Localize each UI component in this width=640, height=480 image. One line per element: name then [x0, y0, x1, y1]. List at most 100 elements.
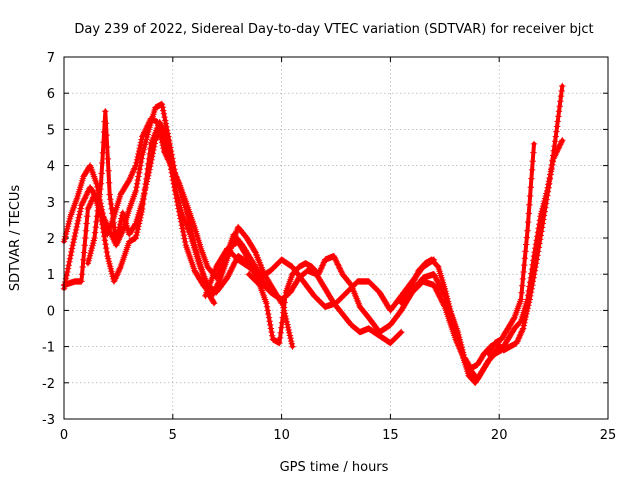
data-point: [508, 345, 512, 349]
data-point: [443, 294, 447, 298]
data-point: [269, 290, 273, 294]
y-tick-label: 7: [47, 51, 55, 66]
data-point: [358, 330, 362, 334]
data-point: [247, 265, 251, 269]
data-point: [288, 290, 292, 294]
data-point: [475, 363, 480, 367]
data-point: [118, 192, 123, 197]
data-point: [399, 301, 403, 305]
data-point: [225, 276, 229, 280]
data-point: [149, 116, 153, 121]
data-point: [134, 236, 138, 240]
data-point: [290, 265, 295, 269]
data-point: [214, 290, 218, 294]
chart-title: Day 239 of 2022, Sidereal Day-to-day VTE…: [74, 22, 593, 37]
x-axis-label: GPS time / hours: [280, 460, 389, 475]
data-point: [499, 348, 503, 352]
data-point: [68, 214, 73, 218]
y-axis-label: SDTVAR / TECUs: [8, 185, 23, 292]
data-point: [377, 330, 382, 334]
x-tick-label: 0: [60, 428, 68, 443]
data-point: [99, 214, 103, 218]
data-point: [367, 279, 371, 284]
data-point: [506, 337, 510, 341]
y-tick-label: 6: [47, 87, 55, 102]
data-point: [399, 308, 403, 312]
y-tick-label: 1: [47, 268, 55, 283]
data-point: [303, 261, 308, 265]
series-6: [224, 245, 438, 314]
data-point: [112, 279, 116, 284]
data-point: [271, 287, 275, 291]
data-point: [280, 258, 284, 262]
data-point: [127, 207, 131, 211]
data-point: [417, 268, 421, 273]
data-point: [554, 135, 558, 139]
data-point: [127, 232, 131, 236]
data-point: [173, 185, 177, 189]
data-point: [210, 294, 214, 298]
axis-ticks: 0 5 10 15 20 25 -3 -2 -1 0 1 2 3 4 5 6 7: [42, 51, 616, 443]
data-point: [367, 316, 371, 320]
series-9: [409, 137, 566, 386]
data-point: [334, 301, 338, 305]
data-point: [258, 283, 262, 287]
data-point: [560, 138, 564, 142]
y-tick-label: -1: [42, 341, 55, 356]
data-point: [552, 156, 556, 160]
y-tick-label: 2: [47, 232, 55, 247]
series-4: [84, 108, 296, 350]
data-point: [388, 341, 392, 345]
data-point: [493, 352, 497, 356]
data-point: [506, 326, 510, 331]
data-point: [236, 225, 240, 229]
data-point: [356, 279, 360, 284]
data-point: [184, 243, 188, 247]
data-point: [199, 247, 203, 251]
data-point: [121, 211, 125, 215]
data-point: [153, 106, 157, 110]
data-point: [92, 236, 97, 240]
data-point: [192, 268, 197, 273]
data-point: [247, 258, 251, 262]
data-point: [192, 225, 197, 229]
data-point: [225, 247, 229, 251]
data-point: [432, 272, 436, 276]
data-point: [538, 214, 543, 218]
data-point: [127, 240, 131, 244]
data-point: [512, 326, 517, 331]
data-point: [512, 316, 517, 320]
data-point: [515, 341, 519, 345]
data-point: [521, 326, 525, 331]
y-tick-label: 5: [47, 123, 55, 138]
data-point: [271, 337, 275, 341]
data-point: [81, 174, 86, 179]
data-point: [454, 326, 458, 331]
x-tick-label: 25: [600, 428, 617, 443]
data-point: [134, 221, 138, 226]
data-point: [290, 272, 295, 276]
data-point: [301, 279, 305, 284]
data-point: [388, 308, 392, 312]
data-point: [147, 171, 151, 175]
data-point: [206, 265, 210, 269]
data-point: [323, 305, 327, 309]
data-point: [86, 207, 90, 211]
x-tick-label: 20: [491, 428, 508, 443]
data-point: [377, 334, 382, 338]
data-point: [519, 319, 523, 323]
data-point: [480, 370, 484, 374]
data-point: [340, 272, 345, 276]
data-point: [493, 341, 497, 345]
data-point: [499, 337, 503, 341]
data-point: [160, 102, 164, 106]
data-point: [410, 290, 414, 294]
data-point: [75, 196, 79, 200]
y-tick-label: -3: [42, 413, 55, 428]
data-point: [108, 192, 112, 197]
data-point: [388, 323, 392, 327]
data-point: [95, 182, 99, 186]
data-point: [290, 345, 295, 349]
data-point: [525, 229, 530, 233]
data-point: [212, 301, 216, 305]
